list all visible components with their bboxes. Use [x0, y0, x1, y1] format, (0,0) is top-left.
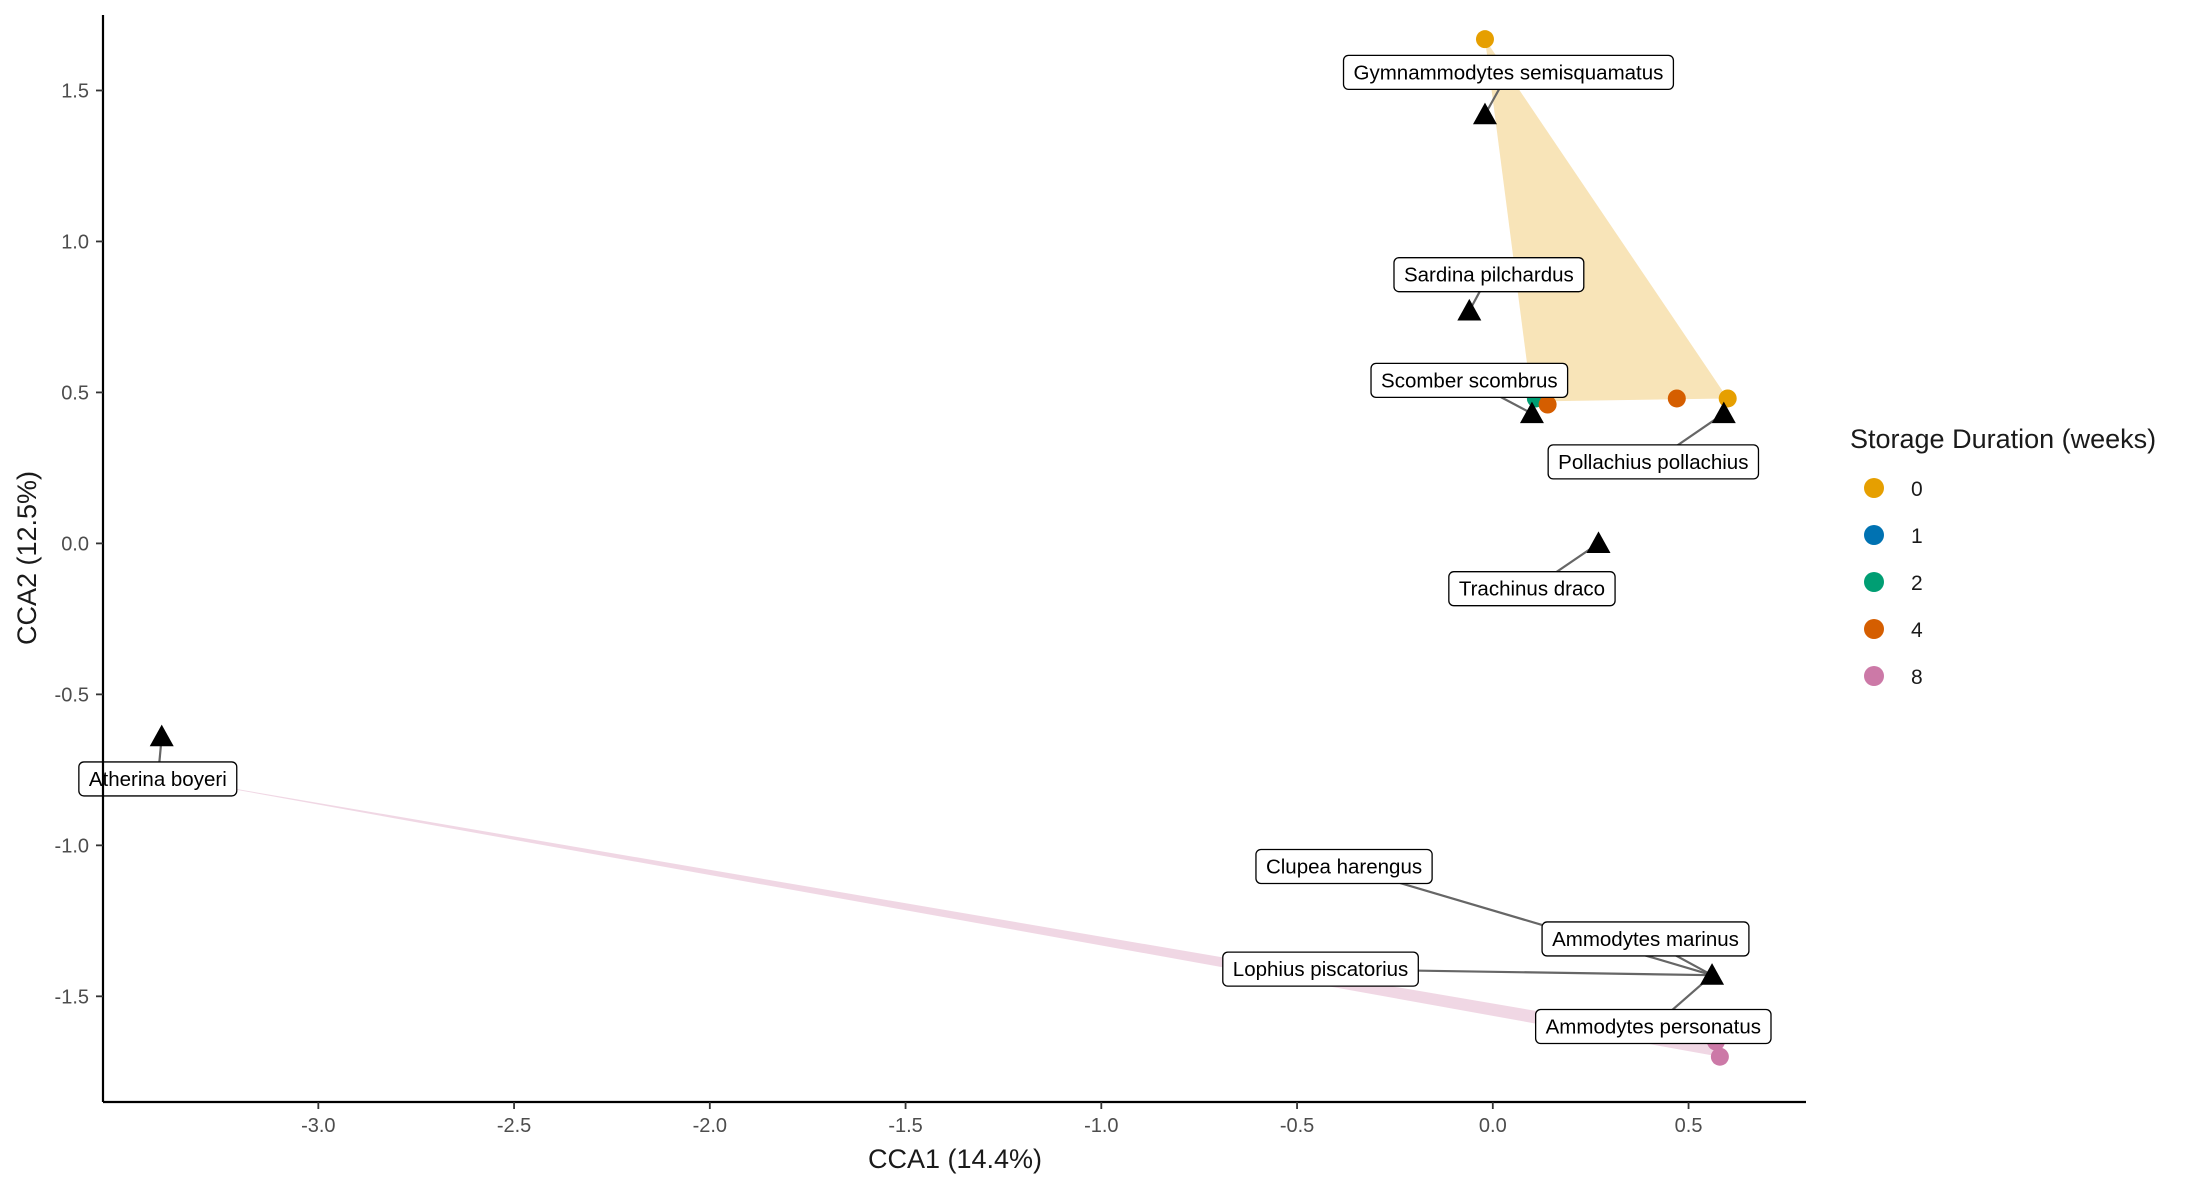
- label-layer: Gymnammodytes semisquamatus Sardina pilch…: [78, 54, 1772, 1045]
- x-tick-label: -1.0: [1084, 1115, 1118, 1137]
- species-triangle: [1700, 963, 1725, 985]
- y-tick-label: -0.5: [55, 684, 89, 706]
- species-label-text: Atherina boyeri: [89, 768, 227, 791]
- y-tick-label: -1.0: [55, 835, 89, 857]
- species-triangle: [1586, 531, 1611, 554]
- y-tick-label: 0.0: [61, 533, 89, 555]
- species-label-box: [1255, 848, 1433, 885]
- species-label-text: Pollachius pollachius: [1558, 451, 1748, 474]
- sample-point: [1718, 389, 1737, 408]
- x-tick-label: -2.5: [497, 1115, 531, 1137]
- legend-swatch: [1864, 666, 1884, 686]
- species-triangle: [149, 724, 174, 747]
- x-tick-label: -0.5: [1280, 1115, 1314, 1137]
- species-label: Lophius piscatorius: [1222, 951, 1419, 987]
- species-label: Sardina pilchardus: [1393, 257, 1585, 293]
- species-label: Gymnammodytes semisquamatus: [1342, 54, 1675, 91]
- species-label: Trachinus draco: [1448, 571, 1616, 607]
- legend-swatch: [1864, 478, 1884, 498]
- species-label-text: Clupea harengus: [1266, 855, 1422, 878]
- species-label-box: [1448, 571, 1616, 607]
- species-triangle: [1519, 401, 1544, 424]
- species-label-text: Ammodytes personatus: [1546, 1016, 1761, 1039]
- hull-layer: [142, 39, 1728, 1057]
- species-label-text: Scomber scombrus: [1381, 369, 1558, 392]
- species-label-box: [78, 761, 238, 797]
- sample-point: [1538, 395, 1557, 414]
- legend-label: 8: [1911, 666, 1923, 689]
- legend-entries: 0 1 2 4 8: [1864, 478, 1923, 689]
- y-tick-label: 0.5: [61, 382, 89, 404]
- x-tick-label: -3.0: [301, 1115, 335, 1137]
- x-tick-label: 0.5: [1675, 1115, 1703, 1137]
- hull-group-0: [1484, 39, 1728, 402]
- leader-layer: [156, 71, 1725, 1028]
- species-triangle: [1472, 102, 1497, 125]
- x-axis-title: CCA1 (14.4%): [868, 1144, 1042, 1174]
- axis-layer: -3.0 -2.5 -2.0 -1.5 -1.0 -0.5 0.0 0.5 -1.5-1.0-…: [12, 15, 1806, 1174]
- legend-label: 2: [1911, 572, 1923, 595]
- species-label-box: [1534, 1008, 1772, 1045]
- species-label-box: [1541, 921, 1750, 957]
- species-label-text: Gymnammodytes semisquamatus: [1354, 61, 1664, 84]
- hull-group-8: [142, 772, 1720, 1057]
- x-ticks: -3.0 -2.5 -2.0 -1.5 -1.0 -0.5 0.0 0.5: [301, 1102, 1702, 1137]
- x-tick-label: -2.0: [693, 1115, 727, 1137]
- triangle-layer: [149, 102, 1736, 985]
- species-label: Pollachius pollachius: [1547, 444, 1760, 480]
- species-label-box: [1547, 444, 1760, 480]
- legend-swatch: [1864, 572, 1884, 592]
- species-label-box: [1222, 951, 1419, 987]
- y-tick-label: 1.5: [61, 80, 89, 102]
- legend-label: 0: [1911, 478, 1923, 501]
- legend-label: 1: [1911, 525, 1923, 548]
- species-label-text: Trachinus draco: [1459, 578, 1605, 601]
- sample-point: [1475, 30, 1494, 49]
- species-label-text: Lophius piscatorius: [1233, 958, 1409, 981]
- species-label: Ammodytes personatus: [1534, 1008, 1772, 1045]
- x-tick-label: -1.5: [888, 1115, 922, 1137]
- species-label: Atherina boyeri: [78, 761, 238, 797]
- legend-label: 4: [1911, 619, 1923, 642]
- y-tick-label: 1.0: [61, 231, 89, 253]
- species-label-text: Ammodytes marinus: [1552, 928, 1739, 951]
- species-label-box: [1370, 362, 1569, 399]
- species-label-box: [1393, 257, 1585, 293]
- species-label: Ammodytes marinus: [1541, 921, 1750, 957]
- legend-swatch: [1864, 525, 1884, 545]
- legend-title: Storage Duration (weeks): [1850, 424, 2156, 454]
- y-axis-title: CCA2 (12.5%): [12, 471, 42, 645]
- species-triangle: [1711, 401, 1736, 424]
- species-leader-line: [1343, 865, 1713, 977]
- species-label: Clupea harengus: [1255, 848, 1433, 885]
- species-label-text: Sardina pilchardus: [1404, 264, 1574, 287]
- sample-point: [1667, 389, 1686, 408]
- y-tick-label: -1.5: [55, 986, 89, 1008]
- species-label: Scomber scombrus: [1370, 362, 1569, 399]
- species-triangle: [1457, 298, 1482, 321]
- legend-swatch: [1864, 619, 1884, 639]
- species-label-box: [1342, 54, 1675, 91]
- y-ticks: -1.5 -1.0 -0.5 0.0 0.5 1.0 1.5: [55, 80, 103, 1008]
- sample-point: [1710, 1047, 1729, 1066]
- legend: Storage Duration (weeks) 0 1 2 4 8: [1850, 424, 2156, 689]
- x-tick-label: 0.0: [1479, 1115, 1507, 1137]
